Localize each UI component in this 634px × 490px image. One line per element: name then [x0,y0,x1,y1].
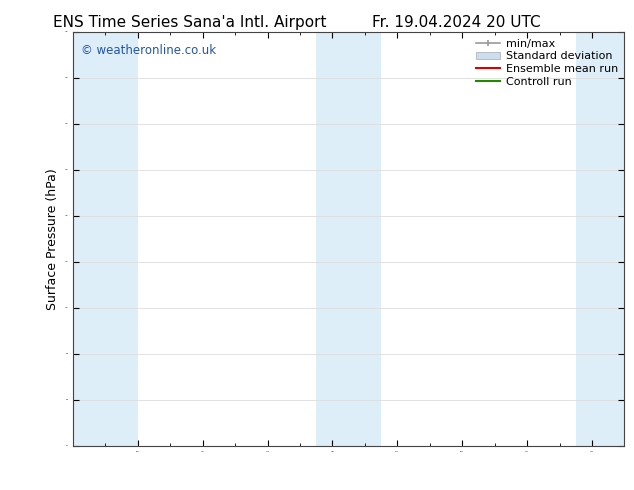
Legend: min/max, Standard deviation, Ensemble mean run, Controll run: min/max, Standard deviation, Ensemble me… [472,35,621,90]
Bar [316,32,381,446]
Y-axis label: Surface Pressure (hPa): Surface Pressure (hPa) [46,168,59,310]
Bar [576,32,624,446]
Text: ENS Time Series Sana'a Intl. Airport: ENS Time Series Sana'a Intl. Airport [53,15,327,30]
Bar [73,32,138,446]
Text: © weatheronline.co.uk: © weatheronline.co.uk [81,44,216,57]
Text: Fr. 19.04.2024 20 UTC: Fr. 19.04.2024 20 UTC [372,15,541,30]
